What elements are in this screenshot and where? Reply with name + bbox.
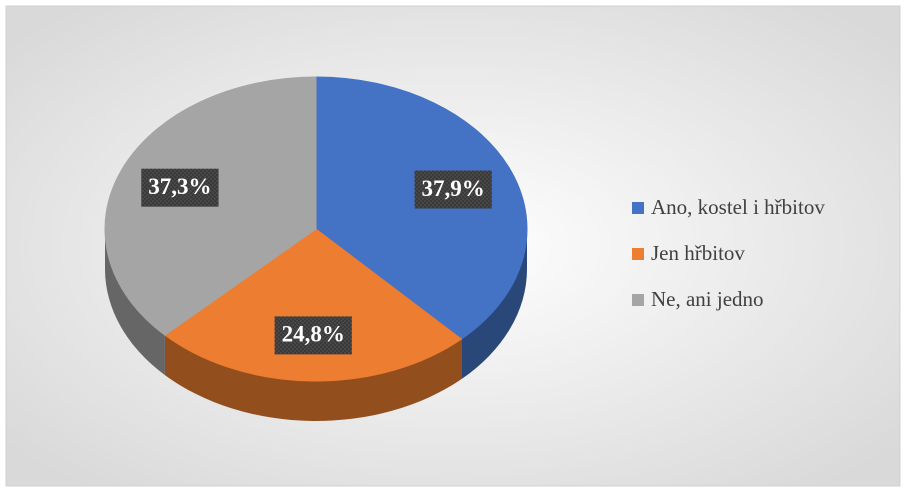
legend-label: Ano, kostel i hřbitov	[651, 195, 825, 219]
legend-swatch	[632, 202, 644, 214]
legend-swatch	[632, 294, 644, 306]
legend: Ano, kostel i hřbitov Jen hřbitov Ne, ani …	[632, 195, 825, 311]
data-labels: 37,9% 24,8% 37,3%	[141, 168, 492, 355]
data-label-box	[414, 170, 492, 209]
slice-side	[461, 229, 527, 380]
slice-side	[164, 335, 462, 422]
data-label: 24,8%	[282, 322, 345, 347]
legend-swatch	[632, 248, 644, 260]
slice	[164, 228, 463, 382]
legend-label: Ne, ani jedno	[651, 287, 764, 311]
data-label-box	[274, 316, 352, 355]
data-label: 37,9%	[422, 176, 485, 201]
pie-sides	[105, 229, 527, 422]
legend-label: Jen hřbitov	[651, 241, 745, 265]
data-label-box	[141, 168, 219, 207]
data-label: 37,3%	[148, 174, 211, 199]
slice-side	[105, 229, 165, 376]
